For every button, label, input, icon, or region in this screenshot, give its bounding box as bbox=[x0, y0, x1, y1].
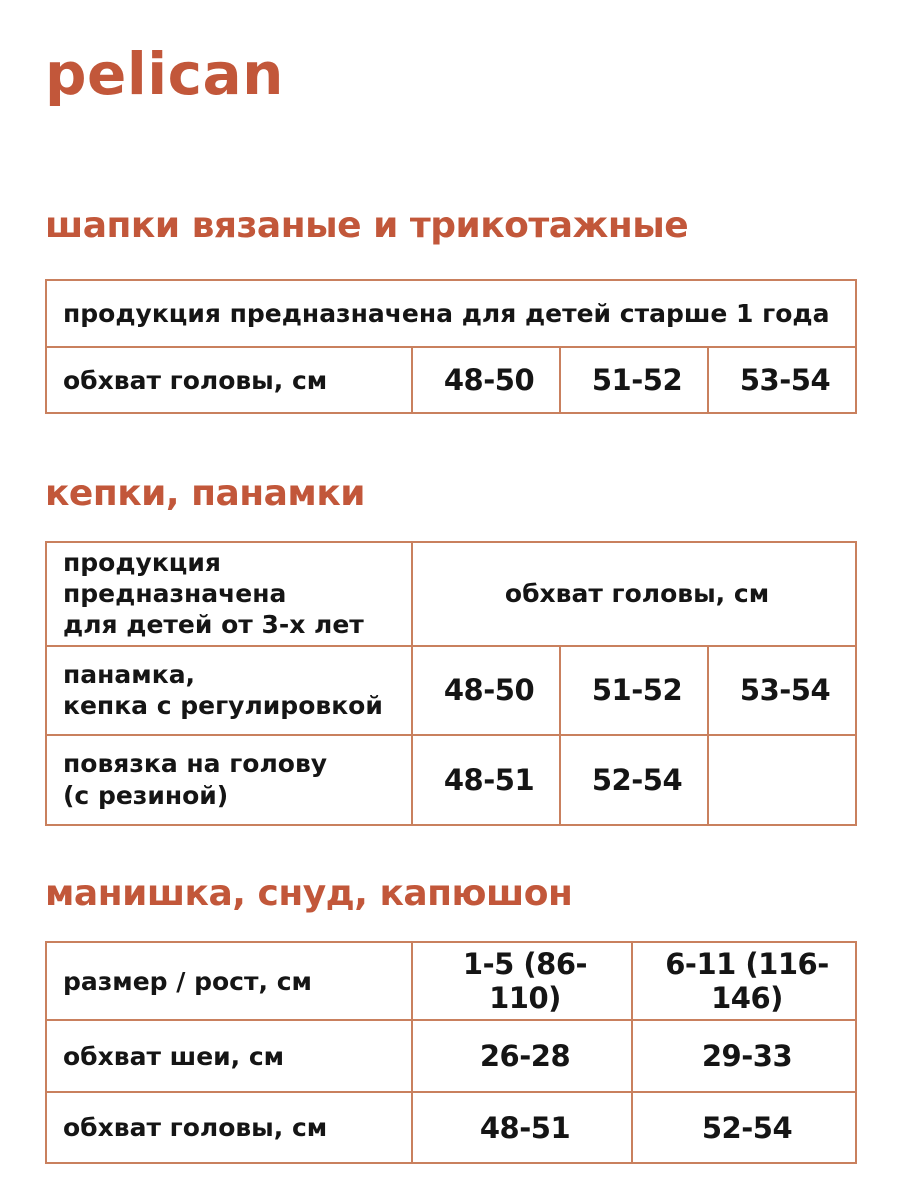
panama-cap-label: панамка, кепка с регулировкой bbox=[45, 644, 413, 736]
size-value-empty bbox=[706, 733, 858, 826]
size-value: 52-54 bbox=[631, 1091, 857, 1165]
table-row: повязка на голову (с резиной) 48-51 52-5… bbox=[45, 733, 858, 826]
headband-label: повязка на голову (с резиной) bbox=[45, 733, 413, 826]
head-circumference-label: обхват головы, см bbox=[45, 1091, 413, 1165]
head-circumference-label: обхват головы, см bbox=[45, 346, 413, 415]
age-note: продукция предназначена для детей старше… bbox=[44, 279, 858, 349]
size-value: 48-51 bbox=[411, 733, 561, 826]
size-value: 53-54 bbox=[706, 644, 858, 736]
table-row: обхват головы, см 48-50 51-52 53-54 bbox=[45, 346, 858, 415]
table-row: продукция предназначена для детей от 3-х… bbox=[45, 540, 858, 647]
size-value: 51-52 bbox=[559, 644, 709, 736]
table-row: размер / рост, см 1-5 (86-110) 6-11 (116… bbox=[45, 941, 857, 1022]
size-chart-page: pelican шапки вязаные и трикотажные прод… bbox=[44, 40, 858, 1165]
table-caps-panamas: продукция предназначена для детей от 3-х… bbox=[45, 540, 858, 826]
size-value: 26-28 bbox=[411, 1019, 633, 1094]
table-row: панамка, кепка с регулировкой 48-50 51-5… bbox=[45, 644, 858, 736]
table-row: обхват головы, см 48-51 52-54 bbox=[45, 1091, 857, 1165]
size-value: 48-51 bbox=[411, 1091, 633, 1165]
size-value: 6-11 (116-146) bbox=[631, 941, 857, 1022]
age-note: продукция предназначена для детей от 3-х… bbox=[45, 540, 413, 647]
size-height-label: размер / рост, см bbox=[45, 941, 413, 1022]
size-value: 1-5 (86-110) bbox=[411, 941, 633, 1022]
heading-knitted-hats: шапки вязаные и трикотажные bbox=[45, 204, 689, 246]
size-value: 52-54 bbox=[559, 733, 709, 826]
table-dickey-snood-hood: размер / рост, см 1-5 (86-110) 6-11 (116… bbox=[45, 941, 857, 1165]
size-value: 48-50 bbox=[411, 346, 561, 415]
pelican-logo: pelican bbox=[45, 40, 284, 108]
size-value: 29-33 bbox=[631, 1019, 857, 1094]
size-value: 53-54 bbox=[706, 346, 858, 415]
size-value: 51-52 bbox=[559, 346, 709, 415]
table-row: обхват шеи, см 26-28 29-33 bbox=[45, 1019, 857, 1094]
table-row: продукция предназначена для детей старше… bbox=[44, 279, 858, 349]
size-value: 48-50 bbox=[411, 644, 561, 736]
heading-caps-panamas: кепки, панамки bbox=[45, 473, 366, 515]
heading-dickey-snood-hood: манишка, снуд, капюшон bbox=[45, 872, 573, 914]
table-knitted-hats: продукция предназначена для детей старше… bbox=[44, 279, 858, 415]
head-circumference-header: обхват головы, см bbox=[410, 540, 858, 647]
neck-circumference-label: обхват шеи, см bbox=[45, 1019, 413, 1094]
